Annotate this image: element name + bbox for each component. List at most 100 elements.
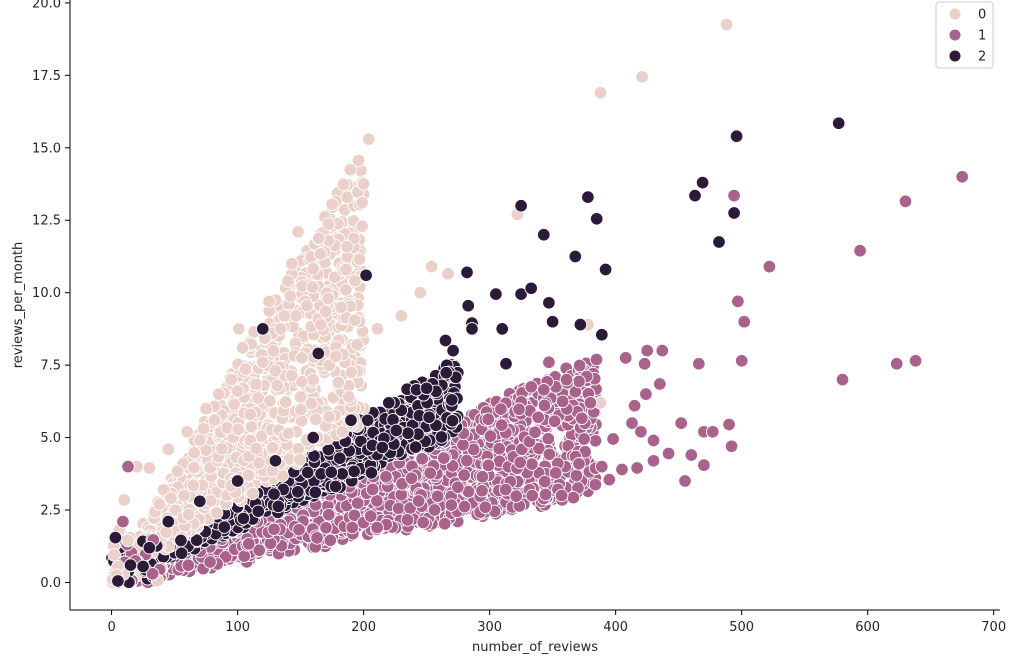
data-point-0 <box>231 422 245 437</box>
data-point-0 <box>321 217 336 231</box>
data-point-1 <box>532 441 546 456</box>
data-point-2 <box>344 413 358 427</box>
data-point-1 <box>646 433 661 448</box>
data-point-1 <box>655 343 670 358</box>
data-point-2 <box>446 343 460 358</box>
data-point-1 <box>525 488 539 503</box>
data-point-2 <box>688 188 702 203</box>
data-point-2 <box>123 558 138 572</box>
data-point-1 <box>692 356 706 371</box>
legend-marker-1 <box>949 29 961 41</box>
data-point-2 <box>524 281 538 296</box>
data-point-0 <box>164 491 178 505</box>
data-point-2 <box>291 485 305 499</box>
data-point-2 <box>333 451 347 465</box>
data-point-1 <box>674 416 688 430</box>
data-point-0 <box>117 493 131 507</box>
data-point-0 <box>325 197 339 212</box>
data-point-1 <box>528 425 542 440</box>
data-point-0 <box>331 375 346 390</box>
data-point-1 <box>653 377 667 391</box>
data-point-1 <box>566 490 581 505</box>
data-point-0 <box>293 452 307 467</box>
data-point-1 <box>618 351 633 365</box>
data-point-2 <box>434 430 449 444</box>
x-tick-label: 100 <box>225 620 250 635</box>
data-point-0 <box>355 219 369 233</box>
data-point-2 <box>142 540 157 555</box>
y-tick-label: 17.5 <box>32 69 61 84</box>
data-point-1 <box>242 537 256 551</box>
data-point-1 <box>319 521 333 535</box>
data-point-0 <box>285 256 299 271</box>
data-point-1 <box>602 472 617 487</box>
data-point-1 <box>634 425 648 439</box>
data-point-0 <box>268 364 283 378</box>
data-point-1 <box>731 294 745 309</box>
data-point-1 <box>537 398 552 413</box>
data-point-1 <box>427 503 442 517</box>
data-point-0 <box>304 396 319 411</box>
data-point-0 <box>207 413 222 427</box>
data-point-1 <box>116 514 130 529</box>
data-point-1 <box>292 522 306 537</box>
data-point-0 <box>283 289 298 303</box>
legend-label-2: 2 <box>978 50 986 65</box>
data-point-1 <box>379 469 393 484</box>
data-point-0 <box>161 442 176 456</box>
data-point-0 <box>344 365 359 380</box>
data-point-0 <box>262 294 276 309</box>
data-point-1 <box>588 434 603 448</box>
data-point-1 <box>853 243 867 258</box>
data-point-1 <box>263 536 278 551</box>
data-point-0 <box>593 85 608 100</box>
data-point-2 <box>465 322 479 336</box>
data-point-0 <box>180 425 194 439</box>
data-point-1 <box>572 374 586 389</box>
data-point-2 <box>382 396 396 410</box>
data-point-1 <box>595 459 609 474</box>
data-point-0 <box>413 285 428 300</box>
data-point-1 <box>705 425 720 439</box>
data-point-0 <box>186 478 201 492</box>
data-point-1 <box>494 402 508 416</box>
data-point-2 <box>573 317 588 332</box>
data-point-1 <box>475 484 489 498</box>
data-point-1 <box>237 549 252 563</box>
data-point-0 <box>238 362 253 376</box>
data-point-2 <box>499 356 513 371</box>
data-point-1 <box>121 459 135 474</box>
data-point-1 <box>492 441 506 456</box>
data-point-1 <box>697 458 711 472</box>
legend-label-0: 0 <box>978 8 986 23</box>
data-point-2 <box>401 426 415 440</box>
data-point-0 <box>314 317 328 332</box>
data-point-1 <box>370 520 384 535</box>
x-tick-label: 600 <box>855 620 880 635</box>
data-point-1 <box>637 356 652 371</box>
data-point-1 <box>478 500 493 514</box>
data-point-1 <box>569 468 584 483</box>
data-point-2 <box>347 464 361 479</box>
data-point-2 <box>438 333 453 348</box>
data-point-2 <box>230 474 245 488</box>
data-point-1 <box>572 457 586 471</box>
data-point-0 <box>321 291 336 306</box>
data-point-0 <box>306 372 320 387</box>
data-point-1 <box>430 489 445 504</box>
data-point-0 <box>322 409 336 424</box>
x-tick-label: 200 <box>351 620 376 635</box>
data-point-2 <box>174 533 188 548</box>
data-point-0 <box>306 261 320 276</box>
data-point-0 <box>339 283 353 297</box>
data-point-1 <box>322 507 336 522</box>
data-point-1 <box>457 499 472 514</box>
data-point-1 <box>678 474 692 488</box>
data-point-0 <box>313 247 328 261</box>
data-point-2 <box>729 129 744 143</box>
data-point-0 <box>235 340 250 355</box>
data-point-2 <box>514 287 528 301</box>
data-point-2 <box>537 227 551 242</box>
y-tick-label: 12.5 <box>32 214 61 229</box>
